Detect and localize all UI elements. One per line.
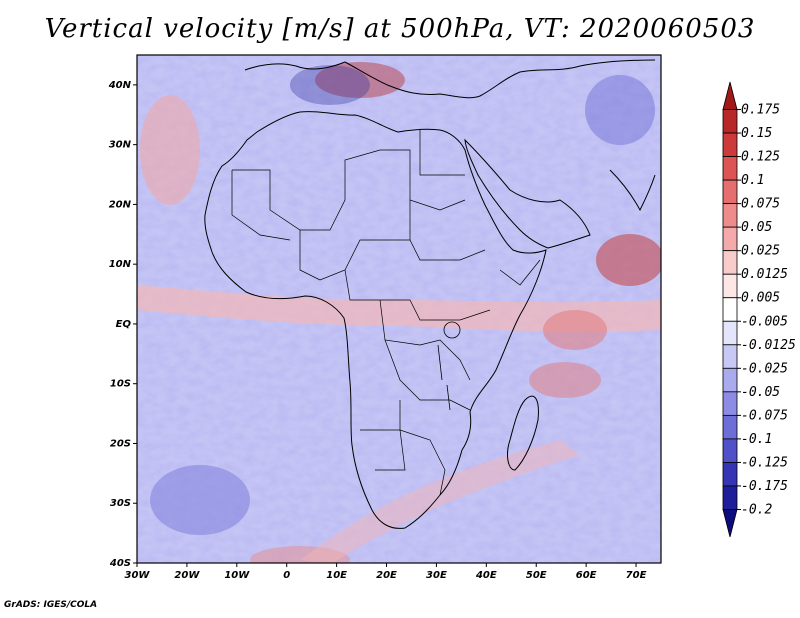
lon-tick-label: 40E	[475, 570, 497, 581]
coastlines	[204, 59, 656, 529]
positive-patch	[596, 234, 661, 286]
colorbar-swatch	[722, 391, 738, 416]
grads-credit: GrADS: IGES/COLA	[4, 600, 98, 610]
africa-coastline	[204, 111, 547, 529]
positive-patch	[300, 440, 580, 563]
velocity-field	[137, 55, 661, 563]
colorbar-label: -0.0125	[741, 338, 796, 353]
negative-patch	[585, 75, 655, 145]
colorbar-swatch	[722, 438, 738, 463]
itcz-band	[137, 285, 661, 332]
colorbar-label: 0.175	[741, 103, 780, 118]
lake-tanganyika	[437, 344, 443, 381]
colorbar-label: -0.125	[741, 455, 788, 470]
colorbar-swatch	[722, 250, 738, 275]
colorbar-swatch	[722, 156, 738, 181]
lon-tick-label: 30W	[125, 570, 151, 581]
colorbar-label: 0.15	[741, 126, 772, 141]
lat-tick-label: 30N	[109, 140, 132, 151]
colorbar-label: -0.005	[741, 314, 788, 329]
lakes	[437, 321, 461, 411]
colorbar-swatch	[722, 203, 738, 228]
lat-tick-label: 30S	[110, 498, 131, 509]
latitude-axis: 40N 30N 20N 10N EQ 10S 20S 30S 40S	[108, 80, 137, 569]
lat-tick-label: 10N	[109, 259, 132, 270]
colorbar-swatch	[722, 109, 738, 134]
lat-tick-label: 40S	[109, 558, 131, 569]
lon-tick-label: 30E	[426, 570, 447, 581]
longitude-axis: 30W 20W 10W 0 10E 20E 30E 40E 50E 60E 70E	[125, 563, 647, 581]
lon-tick-label: 20E	[376, 570, 397, 581]
lake-malawi	[446, 384, 451, 411]
lat-tick-label: 40N	[108, 80, 132, 91]
colorbar-label: 0.125	[741, 150, 780, 165]
colorbar-swatch	[722, 344, 738, 369]
colorbar-swatch	[722, 320, 738, 346]
india-coastline	[609, 169, 656, 212]
colorbar-swatch	[722, 81, 738, 110]
colorbar-swatch	[722, 273, 738, 299]
colorbar-label: -0.05	[741, 385, 780, 400]
lon-tick-label: 70E	[626, 570, 647, 581]
lon-tick-label: 10W	[224, 570, 250, 581]
madagascar-coastline	[507, 395, 539, 471]
colorbar-label: -0.075	[741, 408, 788, 423]
colorbar-swatch	[722, 509, 738, 538]
colorbar-swatch	[722, 179, 738, 205]
colorbar-label: 0.075	[741, 197, 780, 212]
positive-patch	[315, 62, 405, 98]
country-borders	[231, 130, 541, 496]
lon-tick-label: 60E	[576, 570, 597, 581]
colorbar-label: 0.005	[741, 291, 780, 306]
colorbar-label: 0.1	[741, 173, 764, 188]
colorbar-swatch	[722, 226, 738, 252]
colorbar-swatch	[722, 132, 738, 157]
colorbar-swatch	[722, 367, 738, 393]
colorbar-label: -0.2	[741, 502, 772, 517]
colorbar-label: -0.025	[741, 361, 788, 376]
colorbar-swatch	[722, 485, 738, 510]
map-title: Vertical velocity [m/s] at 500hPa, VT: 2…	[44, 14, 756, 44]
colorbar-swatch	[722, 462, 738, 487]
positive-patch	[543, 310, 607, 350]
lon-tick-label: 10E	[326, 570, 347, 581]
lon-tick-label: 50E	[526, 570, 547, 581]
colorbar-label: 0.025	[741, 244, 780, 259]
plot-frame	[136, 54, 662, 564]
lake-victoria	[443, 321, 461, 339]
colorbar-swatch	[722, 297, 738, 322]
colorbar: 0.175 0.15 0.125 0.1 0.075 0.05 0.025 0.0125 0.0…	[722, 81, 796, 538]
europe-coastline	[244, 59, 656, 99]
negative-patch	[150, 465, 250, 535]
lat-tick-label: 10S	[110, 379, 131, 390]
negative-patch	[290, 65, 370, 105]
lon-tick-label: 0	[283, 570, 290, 581]
colorbar-label: 0.0125	[741, 267, 788, 282]
colorbar-label: -0.175	[741, 479, 788, 494]
lon-tick-label: 20W	[174, 570, 200, 581]
colorbar-label: -0.1	[741, 432, 772, 447]
lat-tick-label: EQ	[116, 319, 132, 330]
colorbar-label: 0.05	[741, 220, 772, 235]
positive-patch	[140, 95, 200, 205]
lat-tick-label: 20N	[109, 199, 132, 210]
arabia-coastline	[464, 138, 591, 249]
lat-tick-label: 20S	[110, 438, 131, 449]
positive-patch	[529, 362, 601, 398]
colorbar-swatch	[722, 414, 738, 440]
